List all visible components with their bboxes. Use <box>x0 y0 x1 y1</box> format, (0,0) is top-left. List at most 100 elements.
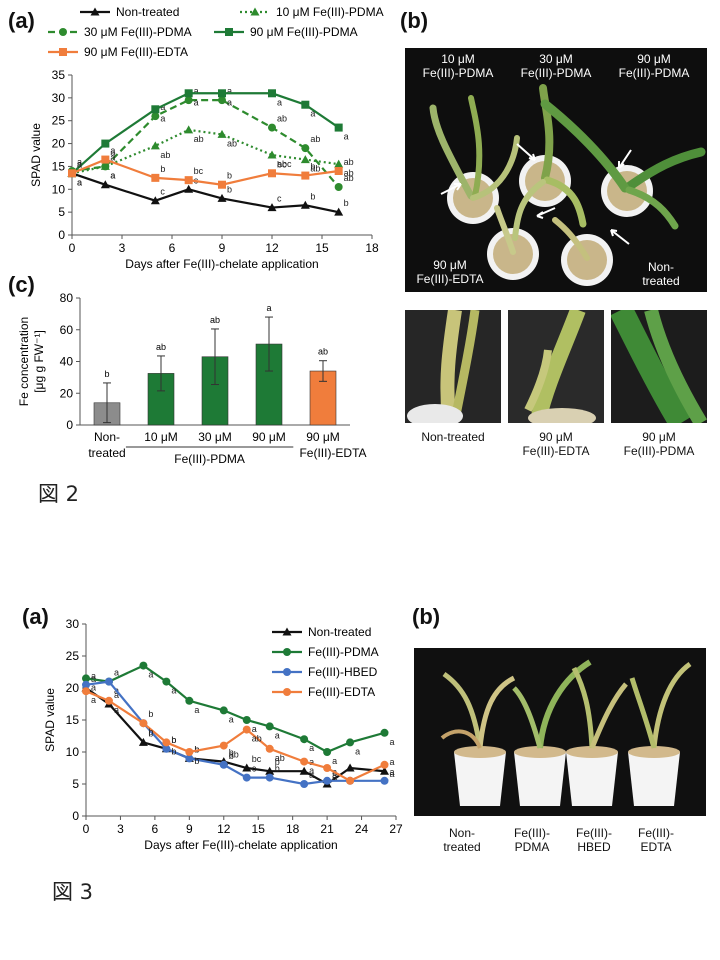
y-tick-label: 80 <box>60 291 74 305</box>
significance-letter: b <box>148 727 153 737</box>
significance-letter: ab <box>194 134 204 144</box>
significance-letter: a <box>390 769 395 779</box>
legend-label-pdma10: 10 μM Fe(III)-PDMA <box>276 5 384 19</box>
fig3-panel-a-label: (a) <box>22 604 49 629</box>
significance-letter: ab <box>318 347 328 357</box>
y-tick-label: 60 <box>60 323 74 337</box>
data-point-pdma_fig3 <box>346 738 355 747</box>
x-tick-label: 6 <box>152 822 159 836</box>
significance-letter: a <box>148 670 153 680</box>
data-point-hbed <box>380 776 389 785</box>
x-axis-title: Days after Fe(III)-chelate application <box>125 257 318 271</box>
x-tick-label: 15 <box>315 241 329 255</box>
data-point-hbed <box>104 677 113 686</box>
significance-letter: b <box>194 744 199 754</box>
significance-letter: a <box>110 171 115 181</box>
group-label-pdma: Fe(III)-PDMA <box>174 452 245 466</box>
significance-letter: ab <box>156 342 166 352</box>
legend-marker-edta <box>59 48 67 56</box>
fig2b-plants-drawing <box>405 48 707 292</box>
data-point-pdma_fig3 <box>162 677 171 686</box>
data-point-pdma_fig3 <box>219 706 228 715</box>
legend-label-pdma90: 90 μM Fe(III)-PDMA <box>250 25 358 39</box>
significance-letter: ab <box>160 150 170 160</box>
data-point-pdma10 <box>184 125 194 134</box>
significance-letter: a <box>160 102 165 112</box>
significance-letter: ab <box>344 173 354 183</box>
significance-letter: ab <box>229 750 239 760</box>
data-point-non_treated <box>242 763 252 772</box>
significance-letter: ab <box>227 138 237 148</box>
significance-letter: c <box>277 194 282 204</box>
fig2a-spad-line-chart: 0 5 10 15 20 25 30 35 0 3 6 9 12 15 18 Days after Fe(II… <box>29 5 384 271</box>
data-point-edta <box>185 748 194 756</box>
significance-letter: b <box>160 164 165 174</box>
significance-letter: a <box>277 97 282 107</box>
legend-label-pdma_fig3: Fe(III)-PDMA <box>308 645 379 659</box>
data-point-non_treated <box>300 200 310 209</box>
significance-letter: a <box>332 772 337 782</box>
significance-letter: a <box>114 705 119 715</box>
significance-letter: a <box>160 113 165 123</box>
significance-letter: ab <box>210 315 220 325</box>
x-tick-label: 15 <box>252 822 266 836</box>
significance-letter: a <box>310 109 315 119</box>
significance-letter: a <box>229 714 234 724</box>
data-point-edta <box>82 687 90 696</box>
fig2-closeup-edta-drawing <box>508 310 604 423</box>
data-point-hbed <box>185 754 194 763</box>
x-axis-title: Days after Fe(III)-chelate application <box>144 838 337 852</box>
data-point-pdma90 <box>334 123 343 132</box>
significance-letter: a <box>309 743 314 753</box>
data-point-pdma90 <box>218 89 226 98</box>
data-point-hbed <box>265 773 274 782</box>
significance-letter: a <box>309 757 314 767</box>
data-point-edta <box>268 169 276 178</box>
data-point-pdma_fig3 <box>323 748 332 756</box>
significance-letter: a <box>110 170 115 180</box>
y-tick-label: 10 <box>66 745 80 759</box>
significance-letter: ab <box>310 164 320 174</box>
legend-marker-non_treated <box>282 627 292 636</box>
data-point-non_treated <box>299 766 309 775</box>
legend-marker-pdma30 <box>59 28 67 36</box>
significance-letter: a <box>266 303 271 313</box>
significance-letter: b <box>229 748 234 758</box>
significance-letter: b <box>310 162 315 172</box>
data-point-pdma30 <box>334 183 343 191</box>
category-label-line2: treated <box>88 446 125 460</box>
data-point-non_treated <box>100 180 110 189</box>
y-tick-label: 10 <box>52 182 66 196</box>
significance-letter: a <box>114 690 119 700</box>
fig2-closeup-non-treated-drawing <box>405 310 501 423</box>
y-tick-label: 30 <box>66 617 80 631</box>
series-line-pdma10 <box>71 128 339 175</box>
y-tick-label: 15 <box>66 713 80 727</box>
data-point-hbed <box>162 744 171 753</box>
fig2-closeup-edta-photo <box>508 310 604 423</box>
fig2b-label-90uM-pdma: 90 μM Fe(III)-PDMA <box>618 52 690 80</box>
fig2-caption: 図 2 <box>38 482 80 506</box>
data-point-edta <box>184 176 193 185</box>
data-point-pdma_fig3 <box>300 735 309 744</box>
series-line-pdma_fig3 <box>85 664 385 754</box>
data-point-pdma90 <box>268 89 276 98</box>
data-point-pdma_fig3 <box>139 661 148 670</box>
legend-label-non_treated: Non-treated <box>116 5 179 19</box>
data-point-pdma10 <box>267 150 277 159</box>
fig2b-label-non-treated: Non-treated <box>642 260 680 288</box>
significance-letter: a <box>227 86 232 96</box>
y-axis-title: SPAD value <box>43 688 57 752</box>
y-tick-label: 15 <box>52 159 66 173</box>
data-point-edta <box>301 171 310 180</box>
legend-label-pdma30: 30 μM Fe(III)-PDMA <box>84 25 192 39</box>
fig2-panel-a-label: (a) <box>8 8 35 33</box>
series-line-edta <box>71 158 339 186</box>
fig3-caption: 図 3 <box>52 880 94 904</box>
significance-letter: b <box>275 757 280 767</box>
data-point-pdma30 <box>151 112 160 121</box>
fig2b-plants-top-view-photo: 10 μM Fe(III)-PDMA 30 μM Fe(III)-PDMA 90 μ… <box>405 48 707 292</box>
x-tick-label: 18 <box>365 241 379 255</box>
data-point-non_treated <box>138 737 148 746</box>
significance-letter: b <box>275 764 280 774</box>
